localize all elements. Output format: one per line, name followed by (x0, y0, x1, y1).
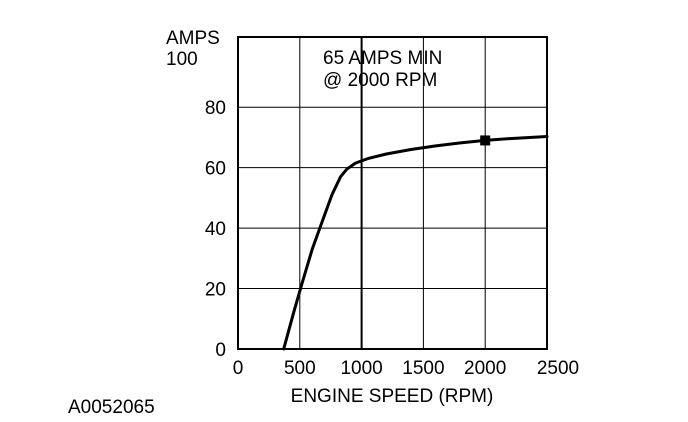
y-tick-label: 40 (205, 219, 226, 240)
y-tick-label: 20 (205, 280, 226, 301)
x-tick-label: 2500 (537, 358, 579, 379)
figure-id-label: A0052065 (68, 397, 155, 418)
grid-lines (238, 37, 547, 349)
x-tick-label: 0 (233, 358, 244, 379)
x-tick-label: 2000 (464, 358, 506, 379)
spec-point-marker (480, 135, 491, 146)
x-tick-labels: 0 500 1000 1500 2000 2500 (233, 358, 579, 379)
plot-frame (237, 36, 548, 350)
x-tick-label: 1000 (340, 358, 382, 379)
annotation-line-1: 65 AMPS MIN (323, 48, 442, 69)
annotation-line-2: @ 2000 RPM (323, 70, 437, 91)
amps-curve-line (282, 135, 549, 351)
y-tick-label: 80 (205, 98, 226, 119)
y-axis-label-amps: AMPS (166, 28, 220, 49)
x-tick-label: 1500 (402, 358, 444, 379)
y-tick-label: 0 (215, 340, 226, 361)
x-tick-label: 500 (284, 358, 316, 379)
y-tick-labels: 0 20 40 60 80 (205, 98, 226, 361)
x-axis-label: ENGINE SPEED (RPM) (291, 386, 494, 407)
y-tick-label: 60 (205, 159, 226, 180)
y-axis-label-max: 100 (166, 49, 198, 70)
